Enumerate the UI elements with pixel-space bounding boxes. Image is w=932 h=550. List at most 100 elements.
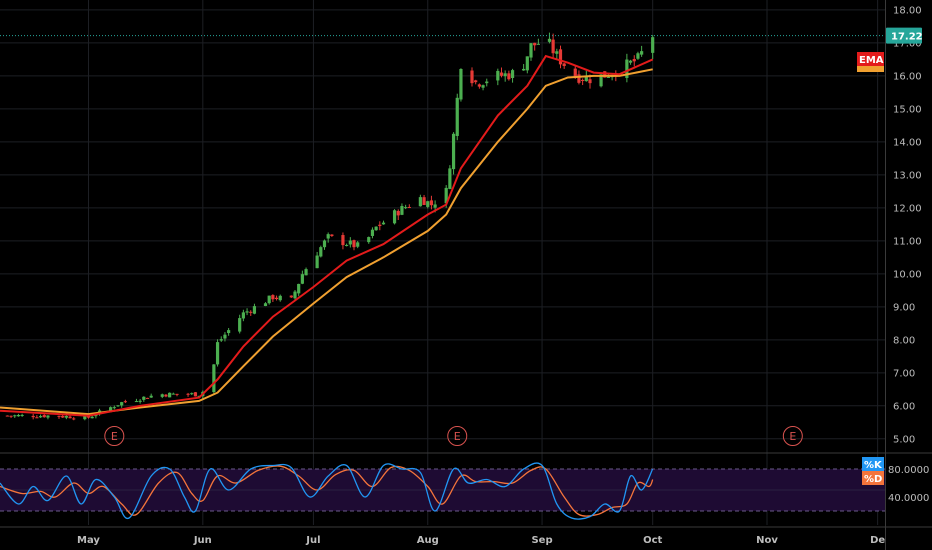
candle-body[interactable]: [481, 85, 485, 88]
candle-body[interactable]: [57, 415, 61, 417]
candle-body[interactable]: [536, 43, 540, 45]
candle-body[interactable]: [584, 76, 588, 82]
candle-body[interactable]: [64, 415, 68, 418]
candle-body[interactable]: [5, 415, 9, 417]
candle-body[interactable]: [470, 70, 474, 84]
candle-body[interactable]: [345, 244, 349, 246]
candle-body[interactable]: [271, 295, 275, 300]
candle-body[interactable]: [555, 51, 559, 54]
candle-body[interactable]: [278, 295, 282, 301]
candle-body[interactable]: [267, 295, 271, 304]
earnings-marker[interactable]: [104, 426, 125, 446]
candle-body[interactable]: [300, 274, 304, 284]
candle-body[interactable]: [215, 342, 220, 365]
ema-fast-line[interactable]: [0, 54, 654, 417]
candle-body[interactable]: [94, 415, 98, 417]
time-axis[interactable]: May Jun Jul Aug Sep Oct Nov De: [77, 535, 885, 546]
candle-body[interactable]: [227, 330, 231, 334]
candle-body[interactable]: [510, 70, 515, 78]
candle-body[interactable]: [507, 73, 511, 80]
candle-body[interactable]: [426, 201, 430, 207]
candle-body[interactable]: [551, 39, 555, 54]
candle-body[interactable]: [367, 237, 371, 243]
candle-body[interactable]: [352, 240, 356, 248]
candle-body[interactable]: [175, 393, 179, 395]
candle-body[interactable]: [533, 42, 537, 46]
candle-body[interactable]: [123, 401, 127, 403]
candle-body[interactable]: [370, 229, 375, 236]
candle-body[interactable]: [42, 414, 46, 418]
candle-body[interactable]: [444, 187, 448, 204]
candle-body[interactable]: [315, 255, 319, 269]
candle-body[interactable]: [499, 72, 504, 76]
stoch-d-badge[interactable]: [862, 471, 884, 485]
candle-body[interactable]: [138, 400, 142, 402]
candle-body[interactable]: [588, 79, 592, 84]
candle-body[interactable]: [625, 59, 629, 78]
candle-body[interactable]: [68, 416, 72, 419]
ema-slow-line[interactable]: [0, 68, 653, 416]
candle-body[interactable]: [46, 415, 50, 418]
candle-body[interactable]: [485, 81, 489, 84]
candle-body[interactable]: [529, 43, 533, 58]
candle-body[interactable]: [168, 392, 172, 398]
candle-body[interactable]: [274, 297, 279, 300]
candle-body[interactable]: [474, 80, 478, 83]
candle-body[interactable]: [451, 133, 456, 170]
candle-body[interactable]: [289, 295, 293, 298]
candle-body[interactable]: [223, 334, 227, 339]
candle-body[interactable]: [577, 74, 581, 83]
candle-body[interactable]: [304, 269, 308, 276]
candle-body[interactable]: [547, 38, 552, 42]
candle-body[interactable]: [322, 240, 327, 248]
candle-body[interactable]: [160, 394, 164, 397]
candle-body[interactable]: [459, 69, 463, 100]
candle-body[interactable]: [164, 394, 168, 397]
candle-body[interactable]: [120, 402, 124, 406]
candle-body[interactable]: [404, 207, 408, 209]
candle-body[interactable]: [238, 318, 242, 332]
candle-body[interactable]: [558, 49, 563, 65]
earnings-marker[interactable]: [447, 426, 468, 446]
candle-body[interactable]: [562, 63, 566, 67]
candle-body[interactable]: [90, 416, 94, 419]
indicator-badges[interactable]: EMA %K %D: [857, 52, 884, 485]
candle-body[interactable]: [186, 393, 190, 395]
candle-body[interactable]: [341, 235, 345, 246]
candle-body[interactable]: [378, 224, 382, 227]
candle-body[interactable]: [252, 306, 257, 314]
candle-body[interactable]: [116, 405, 120, 407]
candle-body[interactable]: [503, 73, 507, 77]
candle-body[interactable]: [392, 210, 397, 224]
candle-body[interactable]: [134, 401, 139, 403]
candle-body[interactable]: [606, 77, 611, 79]
candle-body[interactable]: [219, 339, 223, 341]
candle-body[interactable]: [149, 395, 153, 398]
candle-body[interactable]: [433, 204, 437, 208]
stochastic-pane[interactable]: [0, 462, 885, 520]
candle-body[interactable]: [31, 415, 35, 418]
candle-body[interactable]: [400, 205, 404, 215]
candle-body[interactable]: [374, 226, 378, 231]
stochastic-k-line[interactable]: [0, 462, 654, 520]
candle-body[interactable]: [418, 197, 422, 207]
candle-body[interactable]: [477, 84, 481, 87]
candle-body[interactable]: [396, 210, 400, 216]
candle-body[interactable]: [636, 53, 640, 59]
candle-body[interactable]: [293, 291, 297, 299]
candle-body[interactable]: [448, 168, 452, 189]
candle-body[interactable]: [171, 393, 175, 395]
candle-body[interactable]: [142, 396, 146, 400]
candle-body[interactable]: [245, 311, 249, 313]
candle-body[interactable]: [212, 364, 216, 393]
candle-body[interactable]: [348, 240, 352, 245]
candle-body[interactable]: [145, 397, 150, 399]
candle-body[interactable]: [407, 207, 411, 209]
ema-lines[interactable]: [0, 54, 654, 417]
candle-body[interactable]: [83, 415, 87, 420]
candle-body[interactable]: [13, 415, 17, 417]
candle-body[interactable]: [422, 197, 426, 205]
candle-body[interactable]: [525, 56, 529, 71]
